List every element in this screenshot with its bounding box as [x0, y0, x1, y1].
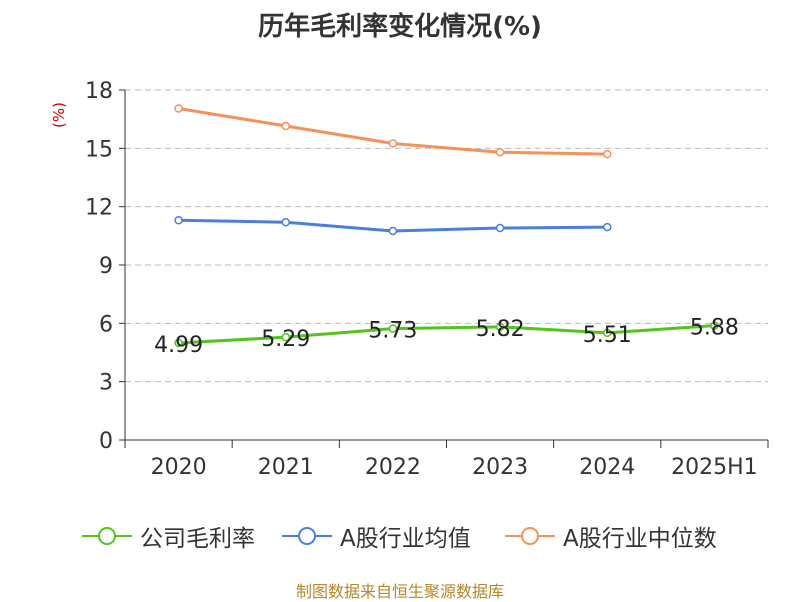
data-point-industry_avg: [388, 226, 398, 236]
data-point-company: [710, 321, 719, 330]
data-label-company: 5.73: [368, 319, 417, 344]
legend-marker-icon: [82, 527, 132, 545]
data-point-industry_median: [388, 139, 398, 148]
data-point-industry_median: [281, 121, 290, 131]
data-point-company: [174, 338, 183, 348]
y-tick-label: 18: [85, 79, 113, 104]
legend-marker-icon: [282, 527, 332, 545]
y-tick-label: 6: [99, 312, 113, 337]
y-tick-label: 3: [99, 371, 113, 396]
series-line-company: [178, 324, 715, 345]
data-point-company: [281, 332, 290, 342]
y-tick-label: 12: [85, 196, 113, 221]
legend-label-industry-median: A股行业中位数: [563, 526, 717, 552]
chart-legend: 公司毛利率 A股行业均值 A股行业中位数: [0, 518, 800, 554]
data-point-company: [495, 322, 505, 332]
legend-marker-icon: [505, 527, 555, 545]
y-tick-label: 15: [85, 137, 113, 162]
data-point-industry_median: [174, 104, 183, 113]
data-point-industry_avg: [495, 223, 505, 233]
x-tick-label: 2023: [472, 455, 528, 480]
legend-item-company[interactable]: 公司毛利率: [82, 518, 255, 554]
data-label-company: 5.88: [690, 316, 739, 341]
y-tick-label: 9: [99, 254, 113, 279]
legend-label-industry-avg: A股行业均值: [340, 526, 471, 552]
data-point-industry_median: [603, 149, 612, 159]
y-tick-label: 0: [99, 429, 113, 454]
chart-title: 历年毛利率变化情况(%): [258, 12, 542, 42]
x-tick-label: 2022: [365, 455, 421, 480]
x-tick-label: 2020: [151, 455, 207, 480]
data-label-company: 5.82: [476, 317, 525, 342]
data-point-company: [388, 324, 398, 333]
data-point-industry_avg: [174, 216, 183, 225]
x-tick-label: 2024: [579, 455, 635, 480]
x-tick-label: 2021: [258, 455, 314, 480]
data-label-company: 5.51: [583, 323, 632, 348]
data-point-company: [603, 328, 612, 338]
data-point-industry_avg: [281, 217, 290, 227]
data-label-company: 4.99: [154, 333, 203, 358]
data-source-note: 制图数据来自恒生聚源数据库: [295, 582, 504, 601]
legend-item-industry-median[interactable]: A股行业中位数: [505, 518, 717, 554]
data-label-company: 5.29: [261, 327, 310, 352]
legend-item-industry-avg[interactable]: A股行业均值: [282, 518, 471, 554]
data-point-industry_median: [495, 147, 505, 157]
x-tick-label: 2025H1: [671, 455, 758, 480]
data-point-industry_avg: [603, 222, 612, 232]
legend-label-company: 公司毛利率: [140, 526, 255, 552]
